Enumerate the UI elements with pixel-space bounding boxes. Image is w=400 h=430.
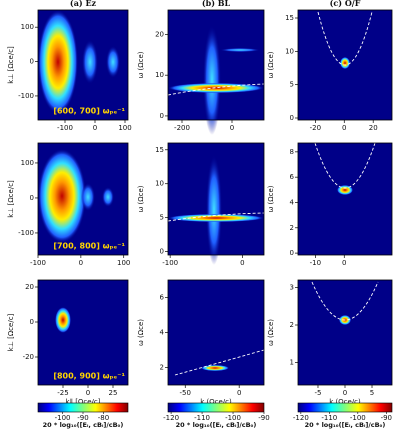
y-tick-label: 2 — [160, 364, 164, 372]
y-tick-label: 10 — [155, 180, 164, 188]
y-tick-label: 15 — [155, 146, 164, 154]
colorbar-tick-label: -120 — [163, 414, 179, 422]
x-tick-label: -100 — [57, 124, 73, 132]
colorbar-tick-label: -90 — [258, 414, 269, 422]
x-tick-label: 0 — [342, 124, 346, 132]
y-tick-label: 4 — [160, 329, 165, 337]
x-tick-label: 5 — [370, 389, 374, 397]
x-tick-label: 0 — [86, 389, 90, 397]
panel-title: (b) BL — [202, 0, 231, 8]
y-tick-label: 2 — [290, 321, 294, 329]
panel-title: (a) Ez — [70, 0, 97, 8]
panel-frame — [167, 9, 265, 121]
x-tick-label: -50 — [180, 389, 191, 397]
x-tick-label: 100 — [118, 124, 131, 132]
x-tick-label: 0 — [237, 389, 241, 397]
y-tick-label: 100 — [21, 23, 34, 31]
y-tick-label: 0 — [30, 58, 34, 66]
y-tick-label: 8 — [290, 148, 294, 156]
x-tick-label: -25 — [57, 389, 68, 397]
y-axis-label: ω (Ωce) — [267, 51, 275, 78]
y-tick-label: 0 — [160, 112, 164, 120]
colorbar-tick-label: -100 — [55, 414, 71, 422]
time-window-label: [800, 900] ωₚₑ⁻¹ — [53, 372, 125, 381]
y-tick-label: 6 — [290, 173, 295, 181]
colorbar-tick-label: -90 — [381, 414, 392, 422]
y-tick-label: -20 — [23, 353, 34, 361]
y-tick-label: 0 — [290, 114, 294, 122]
y-axis-label: ω (Ωce) — [267, 319, 275, 346]
y-tick-label: 10 — [285, 47, 294, 55]
x-tick-label: -20 — [310, 124, 321, 132]
y-tick-label: 20 — [155, 30, 164, 38]
colorbar-tick-label: -100 — [350, 414, 366, 422]
colorbar-tick-label: -100 — [225, 414, 241, 422]
colorbar — [297, 402, 393, 413]
y-axis-label: k⊥ [Ωce/c] — [7, 180, 15, 218]
y-tick-label: 10 — [155, 71, 164, 79]
y-tick-label: 20 — [25, 283, 34, 291]
x-tick-label: 0 — [343, 389, 347, 397]
x-tick-label: 25 — [109, 389, 118, 397]
panel-title: (c) O/F — [330, 0, 361, 8]
y-tick-label: 100 — [21, 159, 34, 167]
colorbar — [167, 402, 265, 413]
panel-frame — [297, 142, 393, 256]
y-axis-label: k⊥ [Ωce/c] — [7, 313, 15, 351]
colorbar-label: 20 * log₁₀([Eᵢ, cBᵢ]/cB₀) — [43, 421, 124, 429]
heatmap-intensity — [38, 10, 353, 371]
y-axis-label: ω (Ωce) — [267, 185, 275, 212]
x-tick-label: -100 — [162, 259, 178, 267]
dispersion-curves — [167, 11, 379, 376]
y-tick-label: 5 — [290, 81, 294, 89]
colorbar-tick-label: -80 — [98, 414, 109, 422]
y-tick-label: 4 — [290, 198, 295, 206]
panel-frame — [297, 9, 393, 121]
y-tick-label: 0 — [30, 318, 34, 326]
y-tick-label: 5 — [160, 214, 164, 222]
y-tick-label: 3 — [290, 284, 294, 292]
colorbar-tick-label: -90 — [77, 414, 88, 422]
panel-frame — [37, 142, 129, 256]
y-tick-label: 2 — [290, 224, 294, 232]
y-tick-label: 0 — [30, 194, 34, 202]
y-axis-label: ω (Ωce) — [137, 319, 145, 346]
x-axis-label: k∥ [Ωce/c] — [66, 398, 101, 406]
y-tick-label: 0 — [160, 248, 164, 256]
x-tick-label: -100 — [30, 259, 46, 267]
y-tick-label: 0 — [290, 249, 294, 257]
panel-frame — [37, 9, 129, 121]
colorbar-label: 20 * log₁₀([Eᵢ, cBᵢ]/cB₀) — [176, 421, 257, 429]
x-tick-label: 0 — [79, 259, 83, 267]
y-axis-label: ω (Ωce) — [137, 185, 145, 212]
colorbar-tick-label: -110 — [321, 414, 337, 422]
panel-frame — [167, 142, 265, 256]
y-axis-label: k⊥ [Ωce/c] — [7, 46, 15, 84]
panel-frame — [37, 279, 129, 386]
x-axis-label: k (Ωce/c) — [329, 398, 361, 406]
time-window-label: [700, 800] ωₚₑ⁻¹ — [53, 242, 125, 251]
x-tick-label: 20 — [369, 124, 378, 132]
y-tick-label: 15 — [285, 14, 294, 22]
x-tick-label: 0 — [342, 259, 346, 267]
y-tick-label: 1 — [290, 359, 294, 367]
colorbar-label: 20 * log₁₀([Eᵢ, cBᵢ]/cB₀) — [305, 421, 386, 429]
y-tick-label: -100 — [18, 229, 34, 237]
x-tick-label: 100 — [117, 259, 130, 267]
colorbar — [37, 402, 129, 413]
y-tick-label: 6 — [160, 294, 165, 302]
x-tick-label: -5 — [314, 389, 321, 397]
x-tick-label: 0 — [240, 259, 244, 267]
y-axis-label: ω (Ωce) — [137, 51, 145, 78]
colorbar-tick-label: -110 — [194, 414, 210, 422]
x-tick-label: 0 — [93, 124, 97, 132]
colorbar-tick-label: -120 — [293, 414, 309, 422]
x-axis-label: k (Ωce/c) — [200, 398, 232, 406]
y-tick-label: -100 — [18, 92, 34, 100]
x-tick-label: -200 — [174, 124, 190, 132]
x-tick-label: -10 — [310, 259, 321, 267]
time-window-label: [600, 700] ωₚₑ⁻¹ — [53, 107, 125, 116]
x-tick-label: 0 — [230, 124, 234, 132]
